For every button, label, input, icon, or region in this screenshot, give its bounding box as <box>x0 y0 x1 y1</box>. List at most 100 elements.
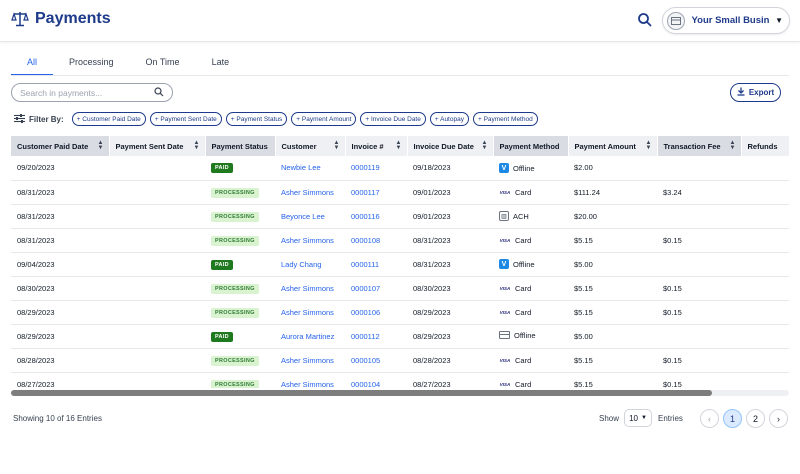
customer-paid-date-cell: 08/29/2023 <box>11 324 109 349</box>
next-page-button[interactable]: › <box>769 409 788 428</box>
search-icon[interactable] <box>637 12 653 28</box>
customer-link[interactable]: Asher Simmons <box>275 372 345 388</box>
status-badge: PAID <box>211 331 233 342</box>
filter-chip-invoice-due-date[interactable]: + Invoice Due Date <box>360 112 426 126</box>
customer-paid-date-cell: 08/31/2023 <box>11 180 109 205</box>
customer-link[interactable]: Newbie Lee <box>275 156 345 181</box>
invoice-link[interactable]: 0000108 <box>345 228 407 253</box>
refunds-cell <box>741 300 789 325</box>
transaction-fee-cell: $3.24 <box>657 180 741 205</box>
invoice-link[interactable]: 0000112 <box>345 324 407 349</box>
payment-method-cell: VISA Card <box>493 348 568 373</box>
status-badge: PROCESSING <box>211 211 259 222</box>
page-button-2[interactable]: 2 <box>746 409 765 428</box>
payment-status-cell: PAID <box>205 252 275 277</box>
filter-chip-customer-paid-date[interactable]: + Customer Paid Date <box>71 112 146 126</box>
table-row[interactable]: 08/31/2023 PROCESSING Asher Simmons 0000108… <box>11 228 789 253</box>
tab-all[interactable]: All <box>11 53 54 76</box>
customer-paid-date-cell: 09/20/2023 <box>11 156 109 181</box>
entries-label: Entries <box>658 414 683 423</box>
table-row[interactable]: 08/30/2023 PROCESSING Asher Simmons 0000107… <box>11 276 789 301</box>
table-row[interactable]: 08/31/2023 PROCESSING Asher Simmons 0000117… <box>11 180 789 205</box>
invoice-link[interactable]: 0000105 <box>345 348 407 373</box>
tab-on-time[interactable]: On Time <box>145 57 180 67</box>
column-header-refunds[interactable]: Refunds▲▼ <box>741 136 789 156</box>
table-row[interactable]: 09/04/2023 PAID Lady Chang 0000111 08/31/202… <box>11 252 789 277</box>
invoice-link[interactable]: 0000117 <box>345 180 407 205</box>
customer-link[interactable]: Asher Simmons <box>275 348 345 373</box>
sort-icon[interactable]: ▲ ▼ <box>481 140 488 151</box>
table-row[interactable]: 09/20/2023 PAID Newbie Lee 0000119 09/18/202… <box>11 156 789 181</box>
table-row[interactable]: 08/27/2023 PROCESSING Asher Simmons 0000104… <box>11 372 789 388</box>
customer-link[interactable]: Beyonce Lee <box>275 204 345 229</box>
caret-down-icon: ▼ <box>775 16 783 25</box>
prev-page-button[interactable]: ‹ <box>700 409 719 428</box>
invoice-due-date-cell: 08/29/2023 <box>407 324 493 349</box>
payment-method-label: Card <box>515 236 532 245</box>
customer-paid-date-cell: 08/31/2023 <box>11 228 109 253</box>
payment-sent-date-cell <box>109 180 205 205</box>
payment-sent-date-cell <box>109 324 205 349</box>
customer-link[interactable]: Lady Chang <box>275 252 345 277</box>
scrollbar-thumb[interactable] <box>11 390 712 396</box>
column-header-customer-paid-date[interactable]: Customer Paid Date ▲ ▼ <box>11 136 110 156</box>
payment-amount-cell: $2.00 <box>568 156 657 181</box>
search-input[interactable] <box>20 87 154 98</box>
invoice-link[interactable]: 0000107 <box>345 276 407 301</box>
sort-icon[interactable]: ▲ ▼ <box>97 140 104 151</box>
customer-link[interactable]: Asher Simmons <box>275 300 345 325</box>
customer-link[interactable]: Aurora Martinez <box>275 324 345 349</box>
visa-icon: VISA <box>499 238 511 243</box>
tabs-divider <box>11 75 789 76</box>
table-row[interactable]: 08/29/2023 PAID Aurora Martinez 0000112 08/2… <box>11 324 789 349</box>
search-icon[interactable] <box>154 84 164 102</box>
table-row[interactable]: 08/31/2023 PROCESSING Beyonce Lee 0000116 09… <box>11 204 789 229</box>
filter-chip-payment-method[interactable]: + Payment Method <box>472 112 538 126</box>
column-header-transaction-fee[interactable]: Transaction Fee ▲ ▼ <box>657 136 742 156</box>
payment-sent-date-cell <box>109 252 205 277</box>
payments-table-container[interactable]: Customer Paid Date ▲ ▼ Payment Sent Date ▲ ▼… <box>11 136 789 388</box>
transaction-fee-cell: $0.15 <box>657 372 741 388</box>
visa-icon: VISA <box>499 310 511 315</box>
column-header-customer[interactable]: Customer ▲ ▼ <box>275 136 346 156</box>
filter-chip-payment-status[interactable]: + Payment Status <box>225 112 288 126</box>
tab-processing[interactable]: Processing <box>69 57 114 67</box>
column-header-payment-sent-date[interactable]: Payment Sent Date ▲ ▼ <box>109 136 206 156</box>
payment-amount-cell: $5.15 <box>568 228 657 253</box>
horizontal-scrollbar[interactable] <box>11 390 789 396</box>
sort-icon[interactable]: ▲ ▼ <box>333 140 340 151</box>
sort-icon[interactable]: ▲ ▼ <box>729 140 736 151</box>
filter-chip-autopay[interactable]: + Autopay <box>429 112 469 126</box>
page-size-select[interactable]: 10 ▼ <box>624 409 652 427</box>
table-row[interactable]: 08/28/2023 PROCESSING Asher Simmons 0000105… <box>11 348 789 373</box>
table-row[interactable]: 08/29/2023 PROCESSING Asher Simmons 0000106… <box>11 300 789 325</box>
invoice-link[interactable]: 0000116 <box>345 204 407 229</box>
column-header-invoice-due-date[interactable]: Invoice Due Date ▲ ▼ <box>407 136 494 156</box>
invoice-due-date-cell: 09/01/2023 <box>407 180 493 205</box>
invoice-link[interactable]: 0000104 <box>345 372 407 388</box>
invoice-link[interactable]: 0000111 <box>345 252 407 277</box>
payment-amount-cell: $5.15 <box>568 348 657 373</box>
venmo-icon: V <box>499 259 509 270</box>
customer-link[interactable]: Asher Simmons <box>275 228 345 253</box>
column-header-invoice-number[interactable]: Invoice # ▲ ▼ <box>345 136 408 156</box>
payment-sent-date-cell <box>109 300 205 325</box>
invoice-link[interactable]: 0000119 <box>345 156 407 181</box>
customer-link[interactable]: Asher Simmons <box>275 276 345 301</box>
invoice-link[interactable]: 0000106 <box>345 300 407 325</box>
export-button[interactable]: Export <box>730 83 781 102</box>
refunds-cell <box>741 180 789 205</box>
sort-icon[interactable]: ▲ ▼ <box>395 140 402 151</box>
payment-amount-cell: $5.15 <box>568 276 657 301</box>
tab-late[interactable]: Late <box>211 57 230 67</box>
sort-icon[interactable]: ▲ ▼ <box>645 140 652 151</box>
transaction-fee-cell: $0.15 <box>657 300 741 325</box>
account-switcher[interactable]: Your Small Business ▼ <box>662 7 790 34</box>
filter-chip-payment-amount[interactable]: + Payment Amount <box>291 112 357 126</box>
filter-chip-payment-sent-date[interactable]: + Payment Sent Date <box>149 112 222 126</box>
customer-link[interactable]: Asher Simmons <box>275 180 345 205</box>
column-header-payment-amount[interactable]: Payment Amount ▲ ▼ <box>568 136 658 156</box>
visa-icon: VISA <box>499 190 511 195</box>
sort-icon[interactable]: ▲ ▼ <box>193 140 200 151</box>
page-button-1[interactable]: 1 <box>723 409 742 428</box>
